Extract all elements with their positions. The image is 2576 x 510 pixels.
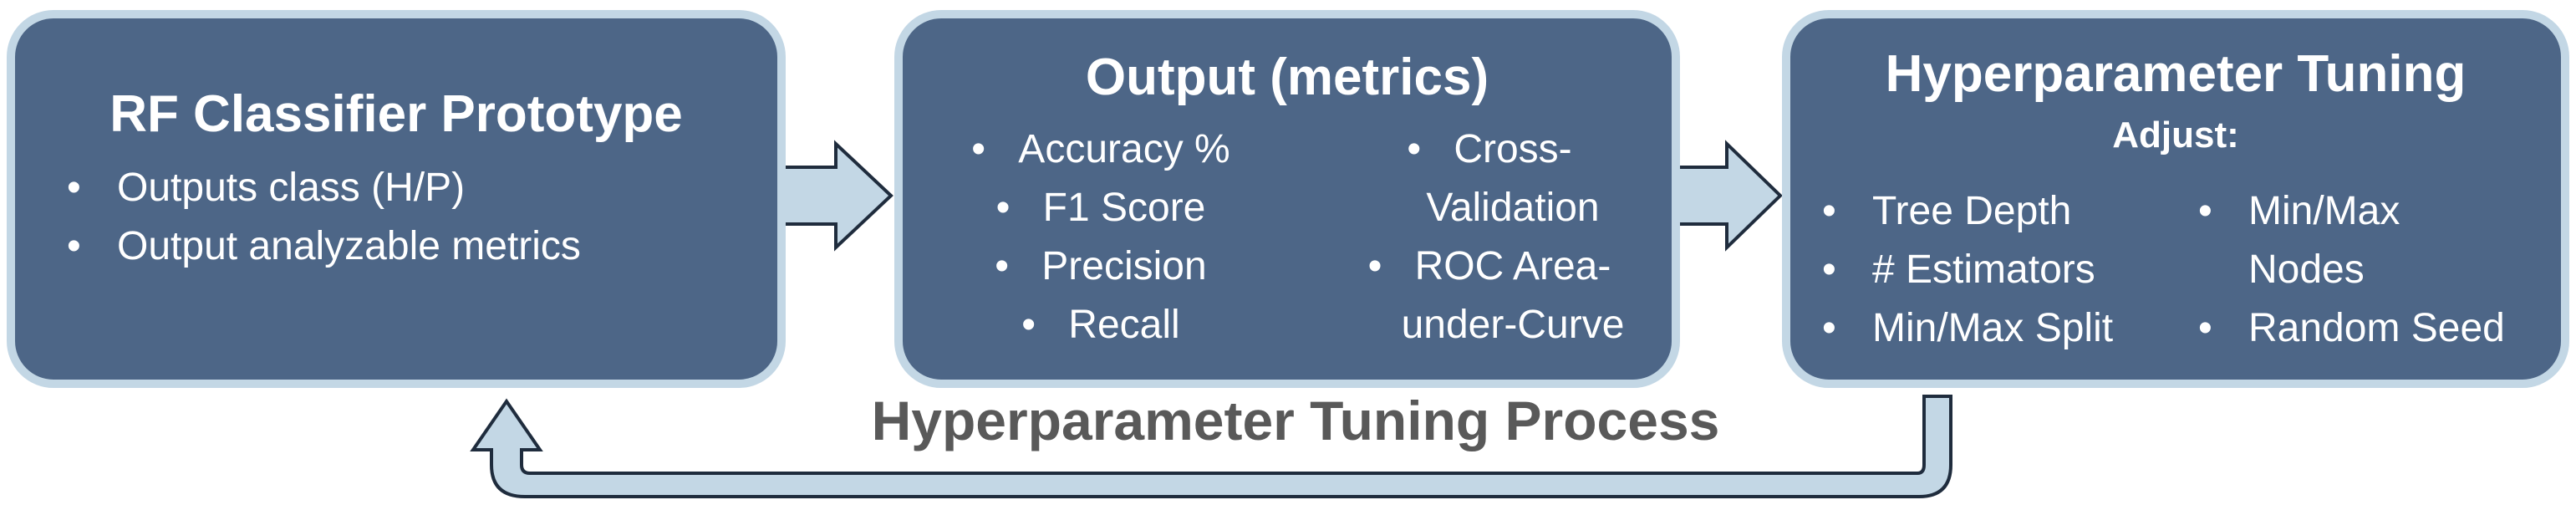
list-item: Output analyzable metrics: [67, 217, 581, 276]
list-item: Tree Depth: [1822, 182, 2113, 241]
list-item-line: Validation: [1426, 186, 1600, 230]
output-box: Output (metrics) Accuracy % F1 Score Pre…: [894, 10, 1680, 388]
loop-arrow-outline: [470, 395, 1952, 498]
list-item: Min/Max: [2198, 182, 2505, 241]
list-item: # Estimators: [1822, 241, 2113, 299]
list-item: Accuracy %: [971, 120, 1262, 179]
list-item: Cross-: [1371, 120, 1655, 179]
list-item-label: Precision: [1041, 244, 1207, 288]
loop-label: Hyperparameter Tuning Process: [871, 390, 1720, 451]
list-item-label: Recall: [1068, 303, 1180, 347]
list-item-continuation: Nodes: [2248, 247, 2365, 292]
list-item-continuation: under-Curve: [1371, 296, 1655, 354]
tuning-title: Hyperparameter Tuning: [1885, 45, 2467, 103]
list-item: ROC Area-: [1368, 237, 1655, 296]
prototype-list: Outputs class (H/P) Output analyzable me…: [67, 159, 581, 276]
list-item: Min/Max Split: [1822, 299, 2113, 358]
output-title: Output (metrics): [1085, 48, 1489, 106]
prototype-title: RF Classifier Prototype: [109, 85, 683, 143]
list-item-label: Accuracy %: [1018, 127, 1230, 171]
list-item: Recall: [986, 296, 1262, 354]
list-item: Precision: [986, 237, 1262, 296]
tuning-box: Hyperparameter Tuning Adjust: Tree Depth…: [1782, 10, 2569, 388]
tuning-right-list: Min/Max Nodes Random Seed: [2198, 182, 2505, 358]
list-item-label: F1 Score: [1042, 186, 1206, 230]
list-item-line: ROC Area-: [1414, 244, 1611, 288]
right-arrow-2: [1675, 140, 1783, 252]
tuning-left-list: Tree Depth # Estimators Min/Max Split: [1822, 182, 2113, 358]
output-right-list: Cross- Validation ROC Area- under-Curve: [1368, 120, 1655, 354]
tuning-subtitle: Adjust:: [2112, 115, 2239, 156]
list-item: Outputs class (H/P): [67, 159, 581, 217]
list-item: F1 Score: [986, 179, 1262, 237]
list-item-line: under-Curve: [1401, 303, 1625, 347]
list-item: Random Seed: [2198, 299, 2505, 358]
list-item-line: Cross-: [1453, 127, 1572, 171]
list-item-continuation: Validation: [1371, 179, 1655, 237]
right-arrow-1: [782, 140, 893, 252]
output-left-list: Accuracy % F1 Score Precision Recall: [971, 120, 1262, 354]
prototype-box: RF Classifier Prototype Outputs class (H…: [7, 10, 786, 388]
